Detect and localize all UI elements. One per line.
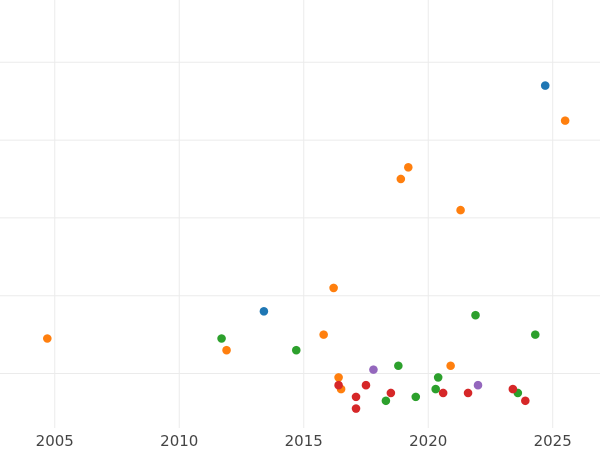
scatter-point-s2-9	[446, 361, 455, 371]
scatter-point-s1-1	[259, 306, 269, 316]
scatter-point-s3-10	[530, 330, 540, 339]
scatter-point-s3-2	[291, 345, 301, 355]
scatter-point-s3-6	[431, 384, 440, 394]
scatter-point-s2-10	[456, 205, 465, 215]
scatter-point-s2-7	[396, 174, 406, 184]
x-tick-label-2005: 2005	[36, 432, 74, 450]
scatter-point-s2-8	[403, 163, 413, 172]
x-tick-label-2020: 2020	[409, 432, 447, 450]
scatter-point-s2-3	[319, 330, 328, 339]
scatter-point-s4-3	[351, 404, 361, 413]
x-tick-label-2015: 2015	[285, 432, 323, 450]
scatter-point-s2-5	[334, 373, 343, 382]
scatter-point-s4-6	[438, 388, 448, 398]
data-points	[43, 81, 570, 413]
x-tick-label-2025: 2025	[534, 432, 572, 450]
x-tick-label-2010: 2010	[160, 432, 198, 450]
scatter-point-s4-5	[386, 388, 396, 398]
scatter-point-s2-11	[560, 116, 570, 125]
scatter-point-s4-1	[334, 380, 343, 390]
scatter-point-s2-2	[222, 345, 231, 355]
scatter-point-s2-1	[43, 334, 52, 343]
scatter-point-s4-4	[361, 380, 371, 390]
grid	[0, 0, 600, 428]
scatter-point-s1-2	[540, 81, 550, 90]
scatter-point-s3-8	[471, 310, 480, 320]
x-axis-ticks: 2005 2010 2015 2020 2025	[36, 432, 572, 450]
scatter-point-s3-4	[394, 361, 403, 371]
scatter-point-s2-4	[329, 283, 338, 293]
scatter-point-s3-7	[433, 373, 443, 382]
scatter-point-s4-8	[508, 384, 518, 394]
scatter-point-s4-7	[463, 388, 473, 398]
scatter-point-s4-2	[351, 392, 361, 402]
scatter-point-s4-9	[521, 396, 530, 406]
scatter-point-s3-1	[217, 334, 226, 343]
scatter-point-s5-1	[369, 365, 378, 374]
scatter-point-s3-3	[381, 396, 391, 406]
scatter-point-s3-5	[411, 392, 421, 402]
scatter-point-s5-2	[473, 380, 483, 390]
